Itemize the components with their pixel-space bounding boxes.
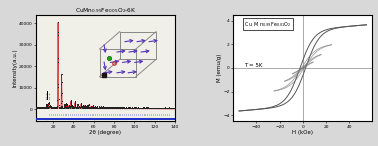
Y-axis label: Intensity(a.u.): Intensity(a.u.) [12,49,17,87]
Text: T = 5K: T = 5K [245,62,263,68]
X-axis label: 2θ (degree): 2θ (degree) [90,130,121,135]
Text: C u M n$_{0.99}$Fe$_{0.01}$O$_2$: C u M n$_{0.99}$Fe$_{0.01}$O$_2$ [245,20,292,29]
Text: $\frac{1,1,4}{0,1,5}$: $\frac{1,1,4}{0,1,5}$ [45,91,54,100]
X-axis label: H (kOe): H (kOe) [292,130,313,135]
Y-axis label: M (emu/g): M (emu/g) [217,54,222,82]
Title: CuMn$_{0.95}$Fe$_{0.05}$O$_2$-6K: CuMn$_{0.95}$Fe$_{0.05}$O$_2$-6K [74,6,136,15]
